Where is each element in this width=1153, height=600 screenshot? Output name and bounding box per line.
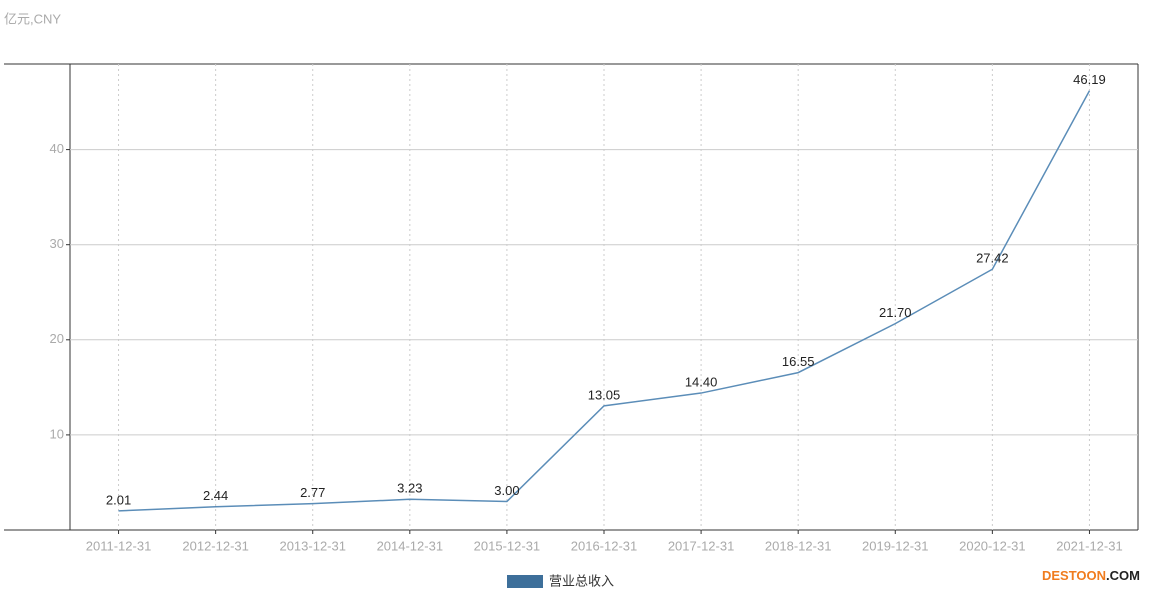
- x-tick-label: 2019-12-31: [862, 538, 929, 553]
- unit-label: 亿元,CNY: [4, 11, 61, 26]
- y-tick-label: 20: [50, 331, 64, 346]
- data-label: 46.19: [1073, 72, 1106, 87]
- data-label: 3.23: [397, 481, 422, 496]
- data-label: 16.55: [782, 354, 815, 369]
- data-label: 2.44: [203, 488, 228, 503]
- x-tick-label: 2012-12-31: [182, 538, 249, 553]
- legend-swatch: [507, 575, 543, 588]
- y-tick-label: 30: [50, 236, 64, 251]
- data-label: 13.05: [588, 387, 621, 402]
- watermark-suffix: .COM: [1106, 568, 1140, 583]
- y-tick-label: 10: [50, 426, 64, 441]
- x-tick-label: 2017-12-31: [668, 538, 735, 553]
- x-tick-label: 2018-12-31: [765, 538, 832, 553]
- data-label: 2.01: [106, 492, 131, 507]
- data-label: 27.42: [976, 251, 1009, 266]
- data-label: 3.00: [494, 483, 519, 498]
- x-tick-label: 2013-12-31: [279, 538, 346, 553]
- legend-label: 营业总收入: [549, 573, 614, 588]
- line: [118, 90, 1091, 512]
- data-label: 21.70: [879, 305, 912, 320]
- x-tick-label: 2015-12-31: [474, 538, 541, 553]
- data-label: 2.77: [300, 485, 325, 500]
- x-tick-label: 2016-12-31: [571, 538, 638, 553]
- watermark: DESTOON.COM: [1042, 568, 1140, 583]
- x-tick-label: 2014-12-31: [377, 538, 444, 553]
- x-tick-label: 2011-12-31: [86, 538, 152, 553]
- x-tick-label: 2020-12-31: [959, 538, 1026, 553]
- data-label: 14.40: [685, 374, 718, 389]
- x-tick-label: 2021-12-31: [1056, 538, 1123, 553]
- y-tick-label: 40: [50, 141, 64, 156]
- watermark-brand: DESTOON: [1042, 568, 1106, 583]
